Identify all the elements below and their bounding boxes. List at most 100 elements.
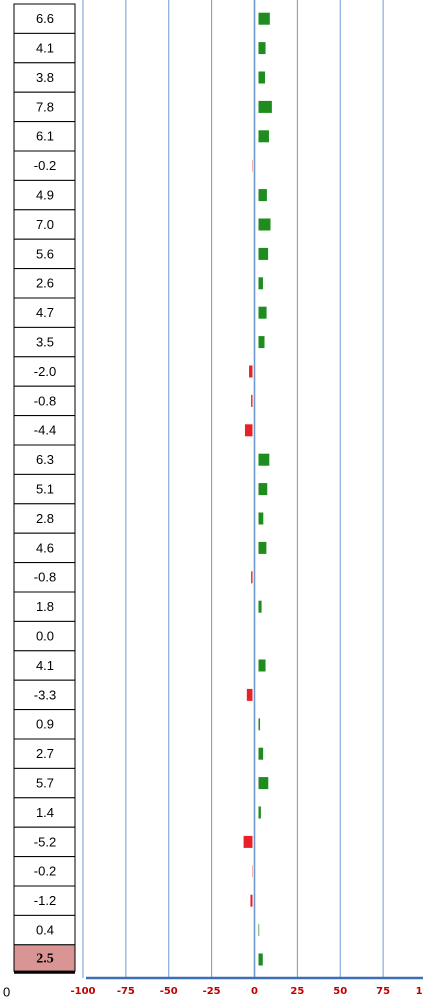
bar (258, 71, 266, 84)
bar (258, 130, 269, 143)
cell-value: 4.1 (36, 41, 54, 56)
bar (258, 336, 265, 349)
cell (13, 415, 76, 446)
cell-value: 7.8 (36, 99, 54, 114)
bar (258, 541, 267, 554)
bar (258, 600, 262, 613)
cell-value: 5.1 (36, 482, 54, 497)
cell-value: 5.6 (36, 246, 54, 261)
total-cell (13, 944, 76, 972)
cell (13, 856, 76, 887)
cell-value: 5.7 (36, 776, 54, 791)
bar (258, 100, 272, 113)
cell (13, 3, 76, 34)
cell-value: -5.2 (34, 834, 56, 849)
cell-value: 2.8 (36, 511, 54, 526)
corner-label: 0 (3, 984, 10, 999)
cell (13, 709, 76, 740)
cell-value: 2.7 (36, 746, 54, 761)
x-tick-label: -50 (160, 986, 178, 997)
bar (258, 12, 270, 25)
x-tick-label: 0 (251, 986, 258, 997)
cell-value: 3.8 (36, 70, 54, 85)
x-tick-label: 50 (333, 986, 347, 997)
bar (258, 277, 263, 290)
bar (258, 659, 266, 672)
bar (251, 394, 253, 407)
cell (13, 238, 76, 270)
bar (250, 894, 253, 907)
cell (13, 826, 76, 858)
cell-value: 0.9 (36, 717, 54, 732)
cell (13, 679, 76, 711)
cell-value: -4.4 (34, 423, 56, 438)
bar (258, 777, 269, 790)
cell-value: 4.6 (36, 540, 54, 555)
cell (13, 179, 76, 211)
cell-value: 0.0 (36, 629, 54, 644)
cell-value: 6.1 (36, 129, 54, 144)
bar (258, 718, 261, 731)
bar (258, 512, 264, 525)
bar (258, 453, 270, 466)
cell-value: 4.9 (36, 188, 54, 203)
cell-value: 7.0 (36, 217, 54, 232)
cell (13, 297, 76, 328)
cell (13, 914, 76, 946)
cell (13, 591, 76, 622)
total-value: 2.5 (36, 952, 54, 967)
cell (13, 356, 76, 387)
cell (13, 473, 76, 505)
cell-value: -1.2 (34, 893, 56, 908)
bar (258, 218, 271, 231)
x-tick-label: 75 (376, 986, 390, 997)
cell-value: 2.6 (36, 276, 54, 291)
bar (244, 424, 253, 437)
bar (258, 747, 264, 760)
cell-value: -3.3 (34, 687, 56, 702)
x-tick-label: -75 (117, 986, 135, 997)
bar (258, 483, 268, 496)
cell-value: 1.4 (36, 805, 54, 820)
cell (13, 503, 76, 534)
cell-value: 4.1 (36, 658, 54, 673)
bar (258, 247, 269, 260)
bar (249, 365, 253, 378)
bar (246, 688, 253, 701)
x-tick-label: -100 (70, 986, 95, 997)
cell (13, 209, 76, 240)
cell-value: -0.8 (34, 570, 56, 585)
cell (13, 885, 76, 916)
bar (258, 306, 267, 319)
cell-value: 0.4 (36, 923, 54, 938)
cell (13, 797, 76, 828)
cell (13, 738, 76, 769)
cell-value: -0.2 (34, 864, 56, 879)
x-tick-label: 100 (416, 986, 423, 997)
bar (251, 571, 253, 584)
x-tick-label: 25 (290, 986, 304, 997)
cell (13, 326, 76, 358)
x-tick-label: -25 (203, 986, 221, 997)
cell-value: -0.8 (34, 393, 56, 408)
bar (258, 42, 266, 55)
bar (258, 924, 260, 937)
cell (13, 767, 76, 799)
cell-value: -2.0 (34, 364, 56, 379)
cell-value: 3.5 (36, 335, 54, 350)
cell-value: 6.3 (36, 452, 54, 467)
bar (258, 189, 267, 202)
bar (258, 953, 263, 966)
cell (13, 385, 76, 417)
cell (13, 532, 76, 564)
cell (13, 444, 76, 475)
cell-value: 1.8 (36, 599, 54, 614)
cell-value: 4.7 (36, 305, 54, 320)
cell (13, 620, 76, 652)
bar (243, 835, 253, 848)
bar (258, 806, 261, 819)
cell-value: -0.2 (34, 158, 56, 173)
cell-value: 6.6 (36, 11, 54, 26)
